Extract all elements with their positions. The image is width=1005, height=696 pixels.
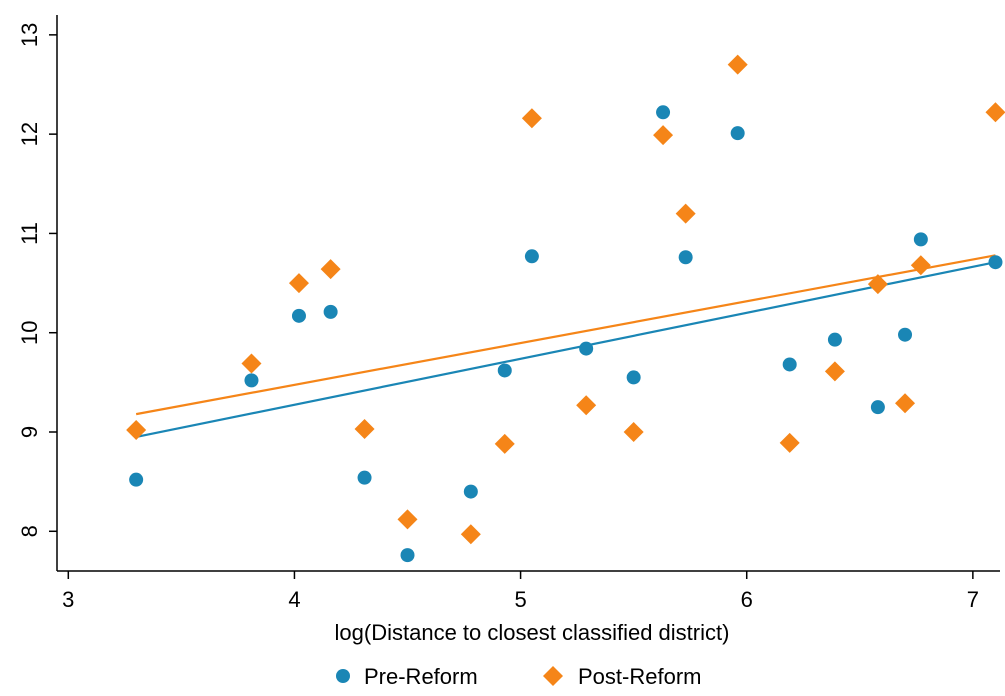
axes: 3 4 5 6 7 8 9 10 11 12 13 [17,15,1000,612]
data-point-post-reform [985,102,1005,122]
data-point-pre-reform [129,473,143,487]
data-point-post-reform [653,125,673,145]
x-tick-label: 3 [62,587,74,612]
data-point-pre-reform [464,485,478,499]
data-point-pre-reform [579,342,593,356]
data-point-pre-reform [898,328,912,342]
legend: Pre-Reform Post-Reform [336,664,701,689]
y-tick-label: 11 [17,222,42,245]
data-point-pre-reform [401,548,415,562]
data-point-post-reform [728,55,748,75]
data-point-pre-reform [679,250,693,264]
legend-marker-post-reform [543,666,563,686]
data-point-pre-reform [731,126,745,140]
data-point-post-reform [495,434,515,454]
data-point-pre-reform [324,305,338,319]
data-point-post-reform [895,393,915,413]
data-point-post-reform [868,274,888,294]
data-point-pre-reform [914,232,928,246]
y-tick-label: 8 [17,525,42,537]
x-tick-label: 4 [288,587,300,612]
data-point-pre-reform [498,363,512,377]
y-tick-label: 9 [17,426,42,438]
data-point-pre-reform [525,249,539,263]
x-axis-title: log(Distance to closest classified distr… [335,620,730,645]
data-point-post-reform [461,524,481,544]
data-point-pre-reform [828,333,842,347]
fit-line-pre-reform [136,262,995,437]
fit-line-post-reform [136,255,995,414]
x-tick-label: 6 [741,587,753,612]
data-point-post-reform [321,259,341,279]
data-point-post-reform [576,395,596,415]
data-point-post-reform [355,419,375,439]
y-tick-label: 12 [17,122,42,146]
data-point-pre-reform [627,370,641,384]
data-point-post-reform [289,273,309,293]
data-point-pre-reform [292,309,306,323]
x-tick-label: 5 [514,587,526,612]
legend-label-pre-reform: Pre-Reform [364,664,478,689]
y-tick-label: 10 [17,320,42,344]
data-point-post-reform [911,255,931,275]
x-tick-label: 7 [967,587,979,612]
data-point-pre-reform [988,255,1002,269]
data-point-post-reform [522,108,542,128]
data-point-post-reform [825,361,845,381]
data-point-pre-reform [783,357,797,371]
y-tick-label: 13 [17,23,42,47]
data-point-pre-reform [656,105,670,119]
data-points [126,55,1005,562]
data-point-post-reform [398,509,418,529]
data-point-post-reform [624,422,644,442]
data-point-post-reform [126,420,146,440]
data-point-post-reform [780,433,800,453]
data-point-post-reform [676,204,696,224]
data-point-post-reform [241,353,261,373]
data-point-pre-reform [244,373,258,387]
legend-marker-pre-reform [336,669,350,683]
data-point-pre-reform [871,400,885,414]
fit-lines [136,255,995,437]
legend-label-post-reform: Post-Reform [578,664,701,689]
data-point-pre-reform [358,471,372,485]
